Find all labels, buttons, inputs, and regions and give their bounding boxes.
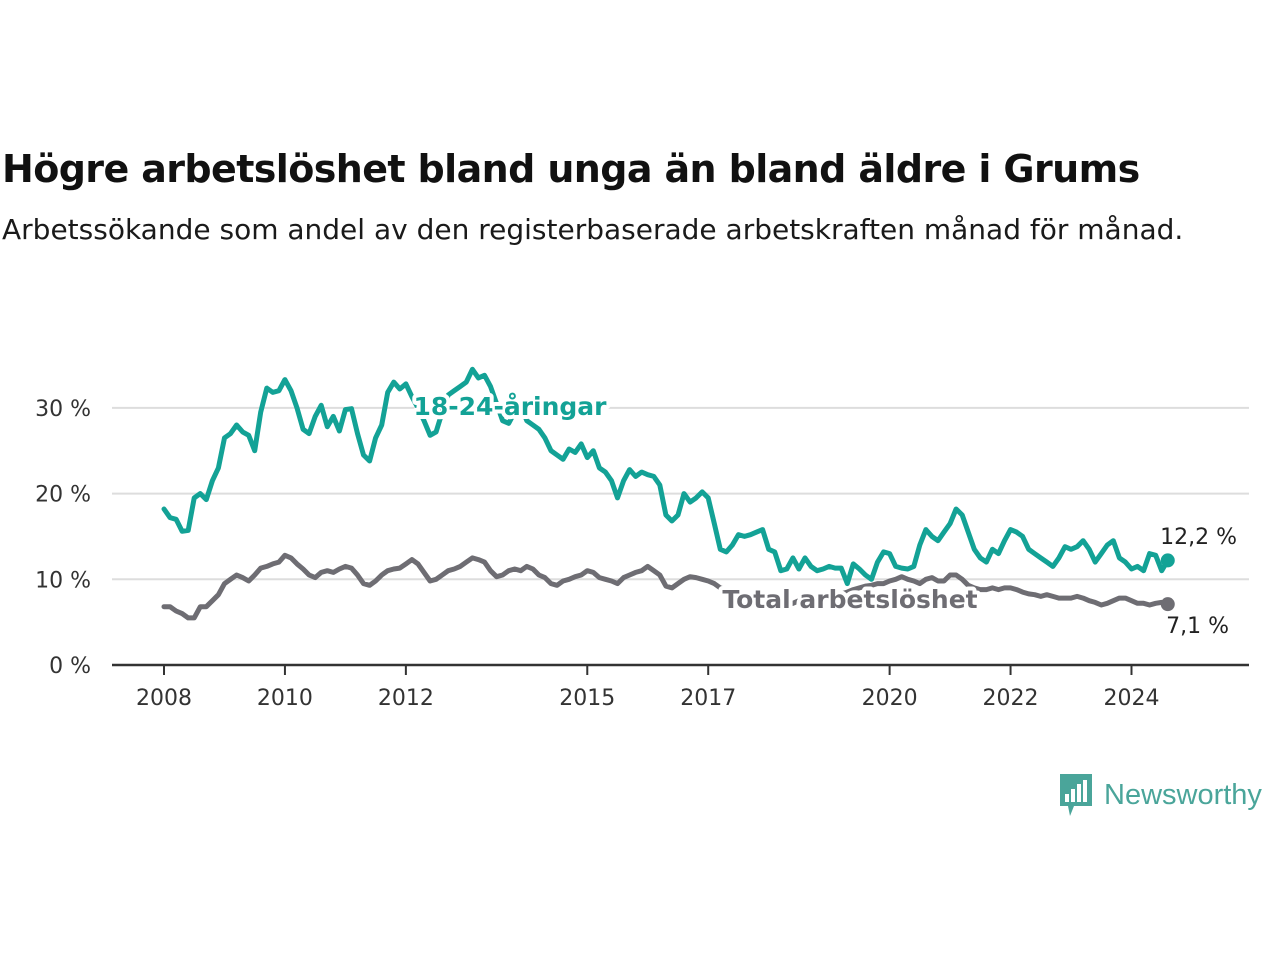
series-line-youth	[161, 366, 1171, 587]
x-tick-label: 2024	[1103, 686, 1159, 711]
x-tick-label: 2012	[378, 686, 434, 711]
series-label-total: Total arbetslöshet	[722, 585, 977, 614]
x-tick-label: 2022	[983, 686, 1039, 711]
y-tick-label: 30 %	[35, 397, 91, 422]
x-tick-label: 2008	[136, 686, 192, 711]
end-point-total	[1160, 597, 1175, 612]
newsworthy-logo: Newsworthy	[1058, 772, 1262, 818]
end-point-youth	[1160, 553, 1175, 568]
x-tick-label: 2020	[862, 686, 918, 711]
y-tick-label: 20 %	[35, 483, 91, 508]
series-lines	[161, 366, 1175, 621]
x-tick-label: 2010	[257, 686, 313, 711]
chart-subtitle: Arbetssökande som andel av den registerb…	[2, 213, 1184, 246]
y-tick-label: 0 %	[49, 654, 91, 679]
y-axis-ticks: 0 % 10 % 20 % 30 %	[35, 397, 91, 679]
series-line-total	[161, 552, 1171, 621]
brand-name: Newsworthy	[1104, 778, 1262, 811]
newsworthy-bar-chart-icon	[1060, 774, 1092, 816]
chart-title: Högre arbetslöshet bland unga än bland ä…	[2, 147, 1140, 191]
x-tick-label: 2017	[680, 686, 736, 711]
x-axis-ticks: 2008 2010 2012 2015 2017 2020 2022 2024	[136, 665, 1159, 711]
end-value-youth: 12,2 %	[1160, 525, 1237, 550]
x-tick-label: 2015	[559, 686, 615, 711]
gridlines	[112, 406, 1249, 581]
series-labels: 18-24-åringar Total arbetslöshet 12,2 % 7,1…	[410, 388, 1241, 642]
series-label-youth: 18-24-åringar	[414, 392, 608, 421]
y-tick-label: 10 %	[35, 568, 91, 593]
end-value-total: 7,1 %	[1166, 614, 1229, 639]
